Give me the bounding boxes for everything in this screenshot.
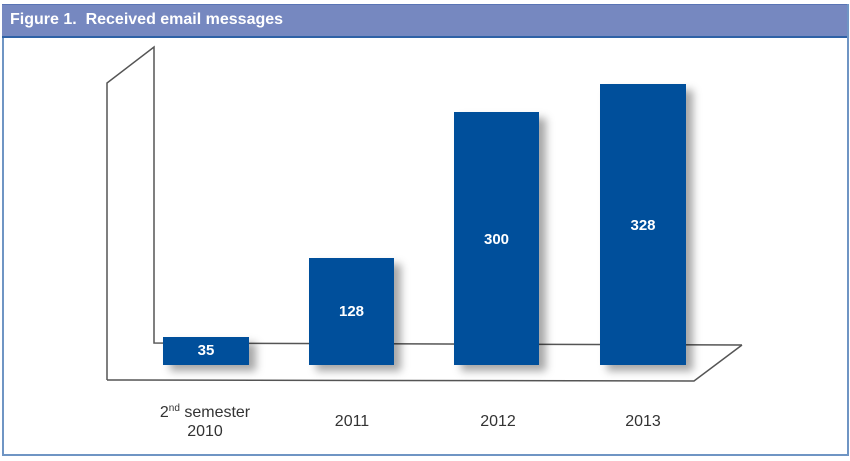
floor-front-edge — [106, 344, 743, 382]
bar-value-label: 128 — [338, 303, 365, 320]
bar-2011: 128 — [309, 258, 394, 365]
category-label-2011: 2011 — [334, 413, 370, 430]
figure-header: Figure 1. Received email messages — [2, 4, 847, 38]
category-label-2012: 2012 — [480, 413, 516, 430]
bar-2010: 35 — [163, 337, 249, 365]
category-label-2010: 2nd semester 2010 — [159, 403, 251, 441]
bar-2012: 300 — [454, 112, 539, 365]
bar-2013: 328 — [600, 84, 686, 365]
category-label-2013: 2013 — [625, 413, 661, 430]
bar-value-label: 35 — [197, 342, 215, 359]
bar-value-label: 300 — [483, 231, 510, 248]
figure-title: Figure 1. Received email messages — [10, 11, 284, 28]
bar-value-label: 328 — [630, 217, 656, 234]
